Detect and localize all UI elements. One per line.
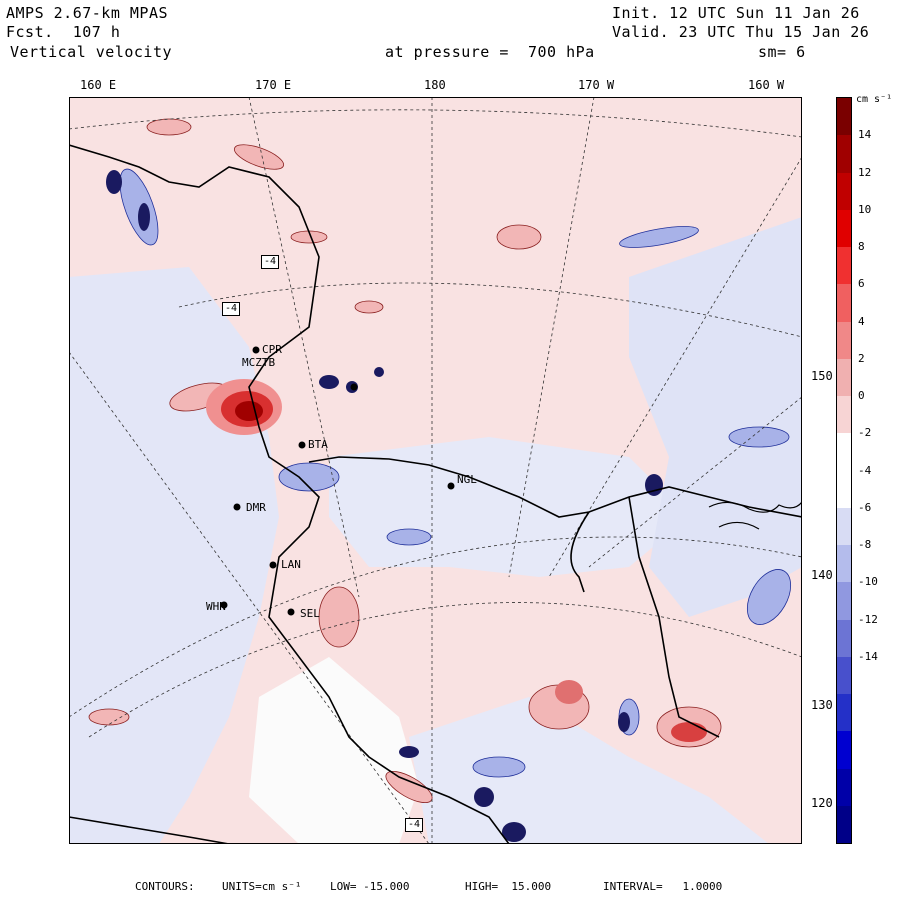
colorbar-tick-label: -2 (858, 426, 872, 440)
colorbar-segment (837, 247, 851, 285)
graticule (69, 97, 802, 844)
colorbar-segment (837, 619, 851, 657)
station-label-sel: SEL (300, 607, 320, 620)
colorbar-segment (837, 545, 851, 583)
station-label-whn: WHN (206, 600, 226, 613)
contour-box-label: -4 (222, 302, 241, 316)
colorbar-tick-label: -12 (858, 612, 878, 626)
colorbar-segment (837, 209, 851, 247)
colorbar-segment (837, 396, 851, 434)
colorbar-tick-label: -8 (858, 538, 872, 551)
colorbar-segment (837, 470, 851, 508)
field-name: Vertical velocity (10, 43, 173, 61)
colorbar-segment (837, 358, 851, 396)
colorbar-segment (837, 321, 851, 359)
station-label-mcztb: MCZTB (242, 356, 276, 369)
footer-high: HIGH= 15.000 (465, 880, 552, 893)
station-label-lan: LAN (281, 558, 301, 571)
contour-box-label: -4 (405, 818, 424, 832)
colorbar-segment (837, 694, 851, 732)
map-border (69, 97, 802, 844)
footer-contours-label: CONTOURS: (135, 880, 195, 893)
lon-label-170w: 170 W (578, 78, 615, 92)
init-time: Init. 12 UTC Sun 11 Jan 26 (612, 4, 860, 22)
footer-units: UNITS=cm s⁻¹ (222, 880, 302, 893)
station-label-dmr: DMR (246, 501, 266, 514)
colorbar-tick-label: 10 (858, 202, 872, 216)
station-label-bta: BTA (308, 438, 328, 451)
colorbar-segment (837, 582, 851, 620)
lon-label-180: 180 (424, 78, 446, 92)
negative-region-east (629, 217, 802, 617)
colorbar-segment (837, 98, 851, 136)
colorbar-tick-label: -6 (858, 500, 872, 514)
model-title: AMPS 2.67-km MPAS (6, 4, 169, 22)
lon-label-160e: 160 E (80, 78, 117, 92)
colorbar-tick-label: 2 (858, 351, 865, 365)
colorbar-tick-label: 6 (858, 277, 865, 291)
map-panel (69, 97, 802, 844)
colorbar-segment (837, 172, 851, 210)
colorbar (836, 97, 852, 844)
colorbar-segment (837, 284, 851, 322)
colorbar-segment (837, 135, 851, 173)
colorbar-tick-label: -4 (858, 463, 872, 477)
ice-shelf (249, 657, 419, 844)
coastline (69, 144, 802, 844)
colorbar-tick-label: -10 (858, 575, 878, 589)
colorbar-segment (837, 805, 851, 843)
pressure-level: at pressure = 700 hPa (385, 43, 595, 61)
contour-box-label: -4 (261, 255, 280, 269)
colorbar-tick-label: 12 (858, 165, 872, 179)
valid-time: Valid. 23 UTC Thu 15 Jan 26 (612, 23, 870, 41)
colorbar-segment (837, 731, 851, 769)
footer-interval: INTERVAL= 1.0000 (603, 880, 723, 893)
colorbar-tick-label: 8 (858, 240, 865, 253)
mountain-contour-clusters (106, 170, 663, 842)
station-dots (220, 346, 455, 616)
colorbar-tick-label: 0 (858, 389, 865, 402)
colorbar-tick-label: 4 (858, 314, 865, 328)
colorbar-tick-label: 14 (858, 128, 872, 142)
station-label-cpr: CPR (262, 343, 282, 356)
forecast-hour: Fcst. 107 h (6, 23, 121, 41)
negative-region-south (409, 697, 769, 844)
footer-low: LOW= -15.000 (330, 880, 410, 893)
colorbar-units: cm s⁻¹ (856, 94, 893, 105)
colorbar-segment (837, 656, 851, 694)
colorbar-segment (837, 768, 851, 806)
smoothing-value: sm= 6 (758, 43, 806, 61)
lon-label-160w: 160 W (748, 78, 785, 92)
colorbar-segment (837, 433, 851, 471)
lon-label-170e: 170 E (255, 78, 292, 92)
colorbar-tick-label: -14 (858, 649, 878, 663)
station-label-ngl: NGL (457, 473, 477, 486)
colorbar-segment (837, 507, 851, 545)
coastline-east-islands (708, 501, 802, 530)
